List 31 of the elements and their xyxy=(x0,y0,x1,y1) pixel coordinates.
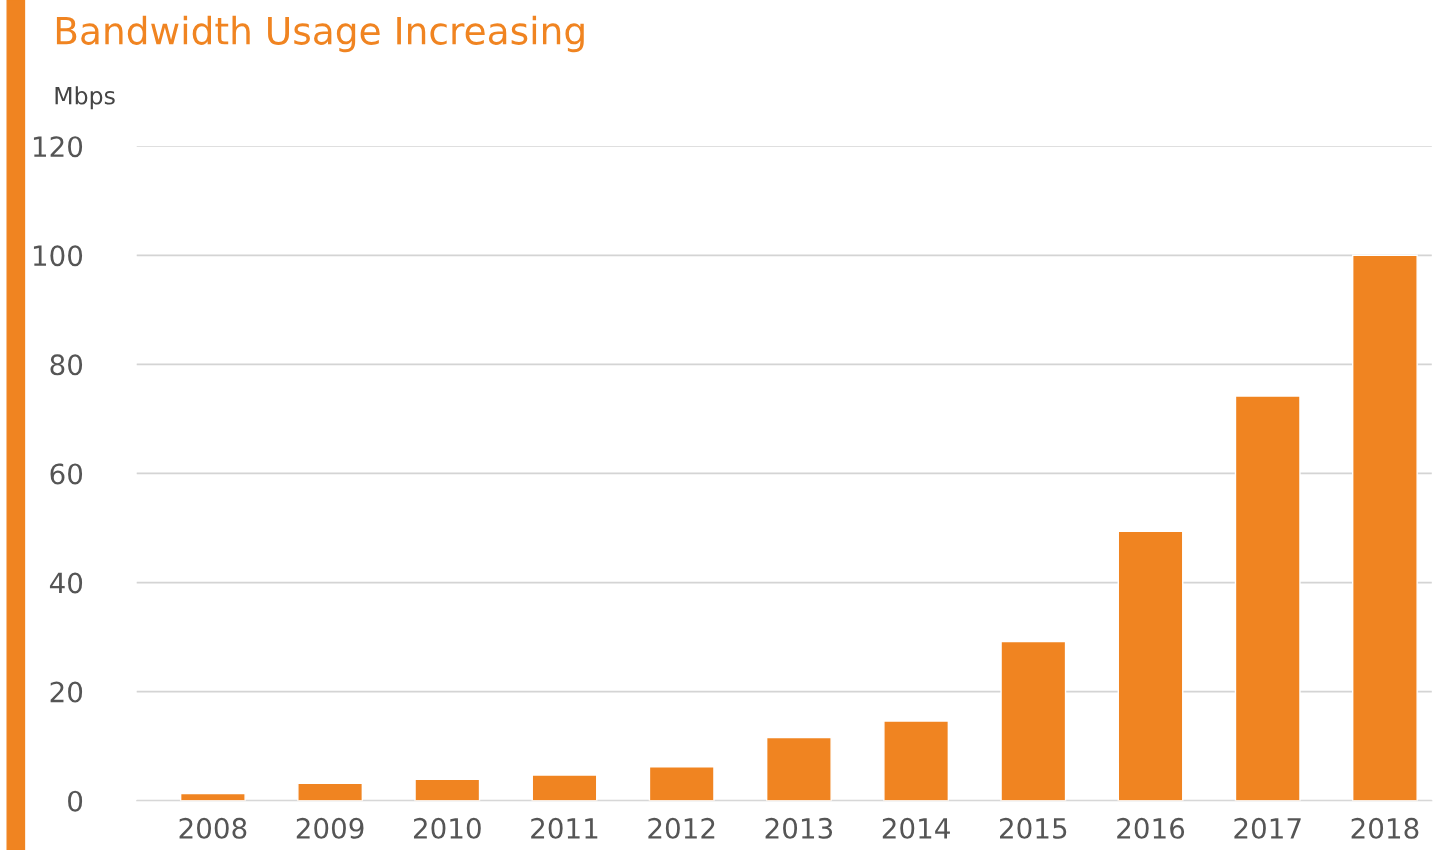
bar xyxy=(648,766,715,801)
y-axis-title: Mbps xyxy=(55,86,115,110)
x-tick-label: 2012 xyxy=(648,817,715,839)
bar xyxy=(1234,395,1301,801)
bar xyxy=(1117,530,1184,801)
x-tick-label: 2011 xyxy=(531,817,598,839)
x-tick-label: 2015 xyxy=(1000,817,1067,839)
y-tick-label: 0 xyxy=(68,790,83,812)
bar xyxy=(1351,254,1418,801)
chart-title: Bandwidth Usage Increasing xyxy=(56,15,584,53)
y-tick-label: 40 xyxy=(49,572,83,594)
x-tick-label: 2008 xyxy=(179,817,247,839)
y-tick-label: 120 xyxy=(33,136,83,158)
x-tick-label: 2013 xyxy=(765,817,833,839)
bar xyxy=(765,736,832,801)
x-tick-label: 2010 xyxy=(413,817,481,839)
y-tick-label: 60 xyxy=(50,463,83,485)
bar xyxy=(883,720,950,801)
x-tick-label: 2016 xyxy=(1117,817,1185,839)
bar xyxy=(1000,640,1067,801)
y-tick-label: 80 xyxy=(50,354,83,376)
bar xyxy=(414,778,481,801)
bar xyxy=(531,774,598,801)
x-tick-label: 2017 xyxy=(1234,817,1301,839)
x-tick-label: 2014 xyxy=(882,817,950,839)
x-tick-label: 2009 xyxy=(296,817,364,839)
y-tick-label: 20 xyxy=(50,681,83,703)
y-tick-label: 100 xyxy=(33,245,83,267)
bar xyxy=(297,782,364,801)
x-tick-label: 2018 xyxy=(1351,817,1419,839)
bar xyxy=(179,792,246,801)
